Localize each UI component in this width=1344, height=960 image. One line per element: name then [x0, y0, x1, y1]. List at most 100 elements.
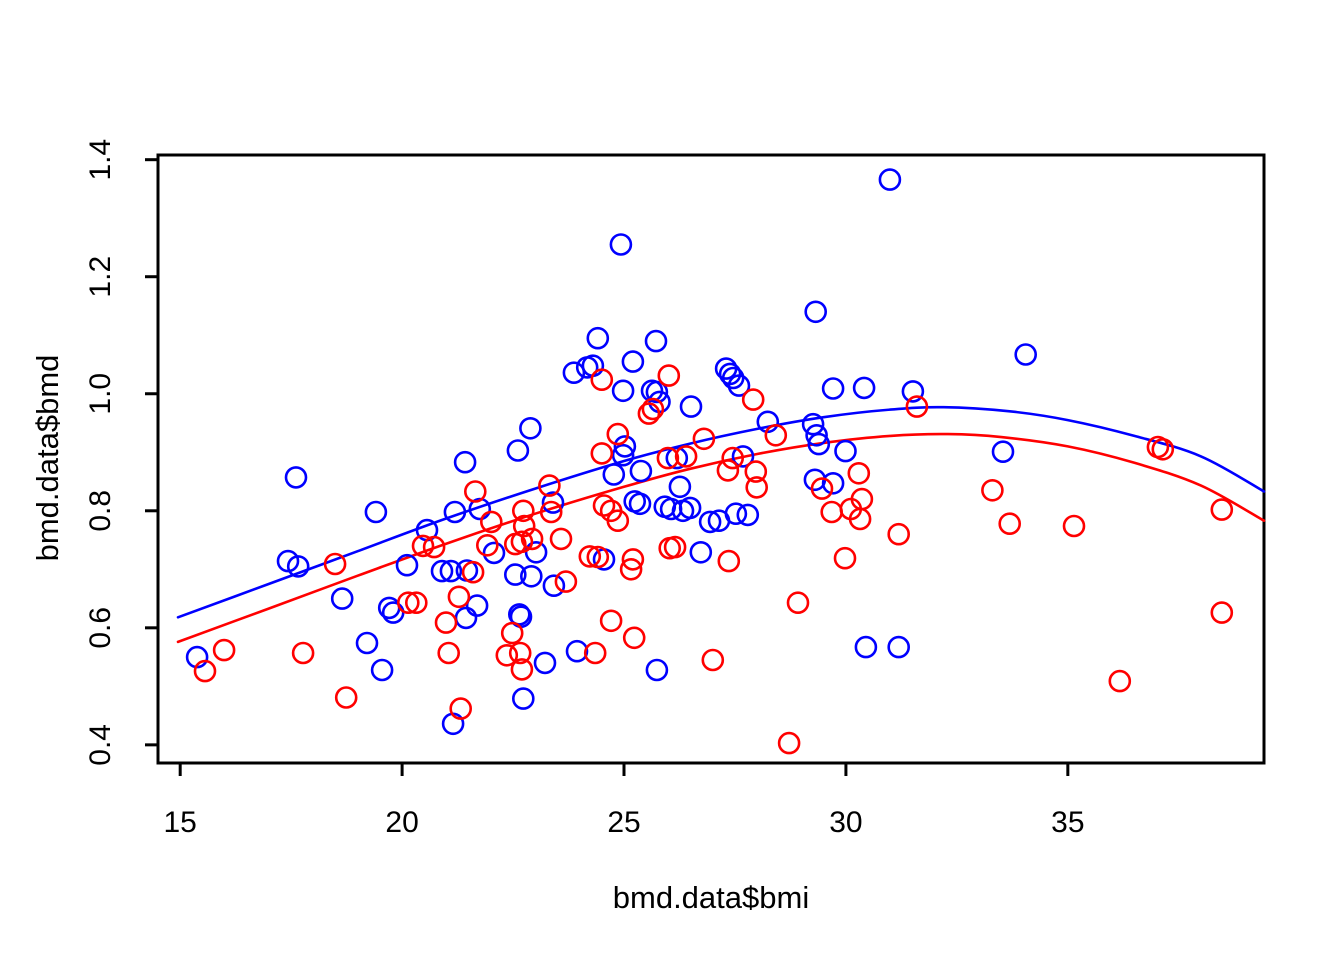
data-point-red	[539, 500, 563, 524]
data-point-blue	[430, 559, 454, 583]
data-point-blue	[821, 471, 845, 495]
data-point-red	[1062, 514, 1086, 538]
data-point-blue	[679, 395, 703, 418]
y-tick-label: 0.4	[84, 724, 117, 766]
x-tick-label: 25	[607, 806, 640, 839]
data-point-blue	[542, 574, 566, 598]
data-point-blue	[465, 594, 489, 617]
data-point-blue	[611, 379, 635, 403]
y-tick-label: 0.8	[84, 490, 117, 532]
data-point-red	[820, 500, 844, 524]
data-point-blue	[395, 553, 419, 577]
data-point-blue	[541, 491, 565, 514]
data-point-red	[434, 611, 458, 634]
data-point-blue	[503, 563, 527, 586]
data-point-blue	[821, 377, 845, 400]
data-point-red	[449, 697, 473, 720]
x-tick-label: 35	[1051, 806, 1084, 839]
data-point-blue	[443, 500, 467, 524]
data-point-blue	[562, 361, 586, 385]
data-point-blue	[355, 631, 379, 655]
data-point-red	[212, 638, 236, 662]
data-point-red	[621, 548, 645, 571]
data-point-red	[1151, 437, 1175, 461]
data-point-red	[508, 641, 532, 665]
data-point-red	[692, 427, 716, 451]
data-point-red	[404, 591, 428, 615]
data-point-red	[721, 446, 745, 470]
data-point-blue	[878, 168, 902, 191]
data-point-blue	[565, 639, 589, 663]
data-point-blue	[887, 635, 911, 659]
blue-smooth-fit	[176, 405, 1266, 619]
data-point-blue	[482, 541, 506, 565]
data-point-red	[599, 609, 623, 633]
data-point-red	[847, 461, 871, 485]
y-tick-label: 1.4	[84, 139, 117, 181]
plot-content: 15 20 25 30 35 0.4 0.6 0.8 1.0 1.2 1.4	[84, 139, 1266, 839]
x-tick-label: 20	[385, 806, 418, 839]
data-point-blue	[370, 658, 394, 682]
data-point-red	[291, 641, 315, 665]
data-point-red	[554, 570, 578, 593]
data-point-red	[833, 546, 857, 570]
data-point-blue	[506, 439, 530, 462]
data-point-blue	[524, 540, 548, 564]
data-point-red	[396, 591, 420, 615]
y-tick-label: 0.6	[84, 607, 117, 649]
data-point-red	[981, 478, 1004, 502]
data-point-red	[887, 522, 911, 546]
data-point-red	[717, 549, 741, 573]
data-point-blue	[689, 540, 713, 564]
data-point-blue	[629, 459, 653, 483]
data-point-red	[510, 658, 534, 681]
data-point-blue	[991, 440, 1015, 464]
data-point-red	[744, 460, 768, 483]
data-point-red	[334, 686, 358, 709]
data-point-red	[637, 402, 661, 425]
data-point-blue	[519, 564, 543, 588]
data-point-red	[510, 530, 534, 554]
data-point-blue	[602, 463, 626, 486]
data-point-red	[437, 641, 461, 665]
data-point-red	[549, 527, 573, 551]
data-point-red	[500, 621, 524, 645]
data-point-red	[622, 626, 646, 650]
data-point-red	[606, 422, 630, 446]
plot-box	[156, 153, 1266, 765]
y-axis-title: bmd.data$bmd	[30, 355, 65, 562]
data-point-blue	[804, 300, 828, 324]
data-point-blue	[284, 466, 308, 489]
data-point-blue	[678, 496, 702, 520]
data-point-red	[641, 397, 665, 421]
data-point-blue	[852, 376, 876, 400]
data-point-red	[656, 446, 680, 470]
data-point-red	[583, 641, 607, 665]
data-point-red	[1210, 601, 1234, 624]
data-point-red	[663, 535, 687, 559]
data-point-blue	[805, 423, 828, 447]
data-point-blue	[834, 439, 857, 463]
data-point-red	[764, 423, 788, 447]
data-point-red	[1210, 498, 1234, 521]
data-point-blue	[731, 445, 755, 468]
data-point-red	[657, 364, 681, 387]
data-point-red	[512, 514, 536, 538]
data-point-red	[538, 474, 561, 497]
data-point-blue	[668, 475, 692, 499]
data-point-blue	[698, 510, 722, 534]
data-point-red	[998, 512, 1022, 536]
data-point-red	[495, 643, 519, 667]
data-point-red	[810, 477, 834, 500]
data-point-red	[745, 476, 769, 499]
data-point-blue	[645, 658, 669, 682]
data-point-blue	[533, 651, 557, 675]
data-point-red	[463, 480, 487, 503]
data-point-blue	[613, 435, 637, 458]
data-point-blue	[1014, 343, 1037, 366]
data-point-red	[323, 552, 347, 576]
data-point-red	[479, 510, 503, 534]
data-point-red	[511, 499, 535, 523]
